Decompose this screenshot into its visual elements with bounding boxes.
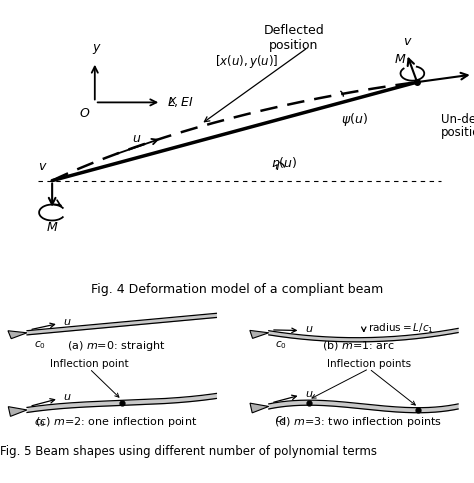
Text: $c_0$: $c_0$ (275, 414, 287, 426)
Text: $u$: $u$ (63, 317, 72, 327)
Text: Inflection points: Inflection points (327, 359, 411, 369)
Text: $M$: $M$ (46, 221, 58, 234)
Text: $L, EI$: $L, EI$ (167, 96, 193, 109)
Text: $c_0$: $c_0$ (34, 418, 46, 429)
Text: $y$: $y$ (92, 42, 102, 56)
Text: $\psi(u)$: $\psi(u)$ (341, 111, 368, 128)
Text: $[x(u), y(u)]$: $[x(u), y(u)]$ (215, 53, 278, 71)
Text: $v$: $v$ (403, 35, 413, 48)
Text: $c_0$: $c_0$ (34, 339, 46, 351)
Text: Fig. 5 Beam shapes using different number of polynomial terms: Fig. 5 Beam shapes using different numbe… (0, 445, 377, 458)
Text: Un-deflected: Un-deflected (441, 114, 474, 126)
Text: radius$=L/c_1$: radius$=L/c_1$ (368, 321, 434, 335)
Text: (d) $m$=3: two inflection points: (d) $m$=3: two inflection points (274, 415, 442, 429)
Polygon shape (250, 403, 269, 413)
Text: Inflection point: Inflection point (50, 359, 129, 369)
Text: $v$: $v$ (38, 160, 47, 173)
Polygon shape (8, 407, 27, 416)
Text: $c_0$: $c_0$ (275, 339, 287, 351)
Text: (c) $m$=2: one inflection point: (c) $m$=2: one inflection point (35, 415, 197, 429)
Text: $u$: $u$ (63, 392, 72, 402)
Text: $u$: $u$ (132, 132, 142, 145)
Text: $x$: $x$ (168, 95, 178, 107)
Text: $u$: $u$ (305, 389, 313, 398)
Text: position: position (441, 127, 474, 139)
Text: $u$: $u$ (305, 325, 313, 334)
Text: (a) $m$=0: straight: (a) $m$=0: straight (67, 339, 165, 353)
Text: Deflected: Deflected (264, 24, 324, 37)
Text: Fig. 4 Deformation model of a compliant beam: Fig. 4 Deformation model of a compliant … (91, 283, 383, 296)
Text: $\eta(u)$: $\eta(u)$ (271, 155, 298, 172)
Text: position: position (269, 39, 319, 52)
Text: $M$: $M$ (394, 53, 407, 66)
Polygon shape (8, 331, 27, 339)
Text: $O$: $O$ (79, 107, 90, 120)
Polygon shape (250, 330, 269, 339)
Text: (b) $m$=1: arc: (b) $m$=1: arc (321, 339, 394, 352)
